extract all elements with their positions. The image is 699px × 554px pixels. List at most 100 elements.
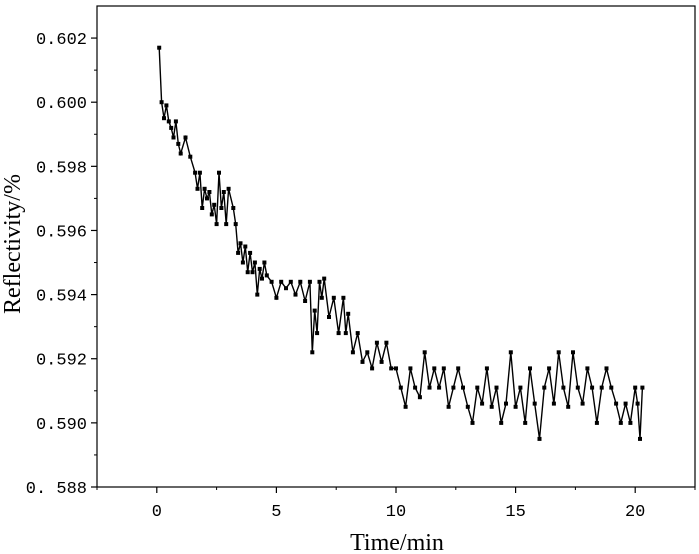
data-point xyxy=(379,359,384,364)
data-point xyxy=(403,404,408,409)
data-point xyxy=(312,308,317,313)
data-point xyxy=(162,116,166,121)
data-point xyxy=(310,350,315,355)
data-point xyxy=(408,366,413,371)
x-tick-label: 0 xyxy=(152,503,162,522)
y-axis-title: Reflectivity/% xyxy=(0,174,26,314)
data-point xyxy=(537,436,542,441)
data-point xyxy=(207,190,212,194)
data-point xyxy=(257,266,262,271)
data-point xyxy=(508,350,513,355)
data-point xyxy=(518,385,523,390)
data-point xyxy=(623,401,628,406)
data-point xyxy=(432,366,437,371)
data-point xyxy=(585,366,590,371)
data-point xyxy=(580,401,585,406)
data-point xyxy=(350,350,355,355)
data-point xyxy=(398,385,403,390)
data-point xyxy=(599,385,604,390)
data-point xyxy=(633,385,638,390)
data-point xyxy=(628,420,633,425)
x-axis-title: Time/min xyxy=(350,530,444,554)
data-point xyxy=(212,202,217,207)
data-point xyxy=(331,295,336,300)
data-point xyxy=(252,260,257,265)
data-point xyxy=(288,279,293,284)
data-point xyxy=(484,366,489,371)
data-point xyxy=(197,170,202,175)
y-tick-label: 0.596 xyxy=(36,223,87,242)
data-point xyxy=(176,141,181,146)
data-point xyxy=(618,420,623,425)
data-point xyxy=(255,292,260,297)
data-point xyxy=(528,366,532,371)
data-point xyxy=(427,385,432,390)
data-point xyxy=(370,366,375,371)
plot-frame xyxy=(96,5,696,488)
data-point xyxy=(417,395,422,400)
x-tick-label: 15 xyxy=(505,503,525,522)
data-point xyxy=(298,279,303,284)
data-point xyxy=(341,295,346,300)
data-point xyxy=(575,385,580,390)
data-point xyxy=(322,276,327,281)
data-point xyxy=(465,404,470,409)
data-point xyxy=(238,241,243,246)
data-point xyxy=(240,260,245,265)
data-point xyxy=(224,222,229,227)
data-point xyxy=(262,260,267,265)
x-axis: 0 5 10 15 20 xyxy=(96,487,696,522)
data-point xyxy=(499,420,504,425)
data-point xyxy=(609,385,614,390)
y-tick-label: 0.590 xyxy=(36,416,87,435)
y-tick-label: 0.602 xyxy=(36,31,87,50)
data-point xyxy=(231,206,236,210)
data-point xyxy=(260,276,264,281)
data-point xyxy=(315,331,320,336)
data-point xyxy=(159,100,164,105)
data-point xyxy=(205,196,209,201)
data-point xyxy=(614,401,619,406)
data-point xyxy=(183,135,188,140)
data-point xyxy=(178,151,183,156)
data-point xyxy=(236,250,241,255)
data-point xyxy=(245,270,250,275)
data-point xyxy=(532,401,537,406)
data-point xyxy=(456,366,461,371)
data-point xyxy=(173,119,178,124)
data-point xyxy=(274,295,279,300)
data-point xyxy=(547,366,552,371)
data-point xyxy=(604,366,609,371)
data-point xyxy=(494,385,499,390)
data-point xyxy=(343,331,348,336)
data-point xyxy=(437,385,442,390)
data-point xyxy=(590,385,595,390)
data-point xyxy=(523,420,528,425)
x-tick-label: 10 xyxy=(386,503,406,522)
data-point xyxy=(394,366,398,371)
data-point xyxy=(209,212,214,217)
data-point xyxy=(248,250,253,255)
y-tick-label: 0.594 xyxy=(36,288,87,307)
x-tick-label: 20 xyxy=(625,503,645,522)
series-line xyxy=(158,47,644,439)
data-point xyxy=(360,359,365,364)
data-point xyxy=(413,385,418,390)
data-point xyxy=(566,404,571,409)
y-tick-label: 0. 588 xyxy=(26,480,87,499)
x-tick-label: 5 xyxy=(271,503,281,522)
data-point xyxy=(214,222,219,227)
data-point xyxy=(446,404,451,409)
data-point xyxy=(336,331,341,336)
data-point xyxy=(219,206,224,210)
data-point xyxy=(169,125,174,130)
data-point xyxy=(640,385,645,390)
data-point xyxy=(171,135,176,140)
data-point xyxy=(374,340,379,345)
data-point xyxy=(217,170,221,175)
data-point xyxy=(303,299,308,303)
data-point xyxy=(384,340,389,345)
data-point xyxy=(243,244,248,249)
data-point xyxy=(195,186,200,191)
data-point xyxy=(226,186,231,191)
